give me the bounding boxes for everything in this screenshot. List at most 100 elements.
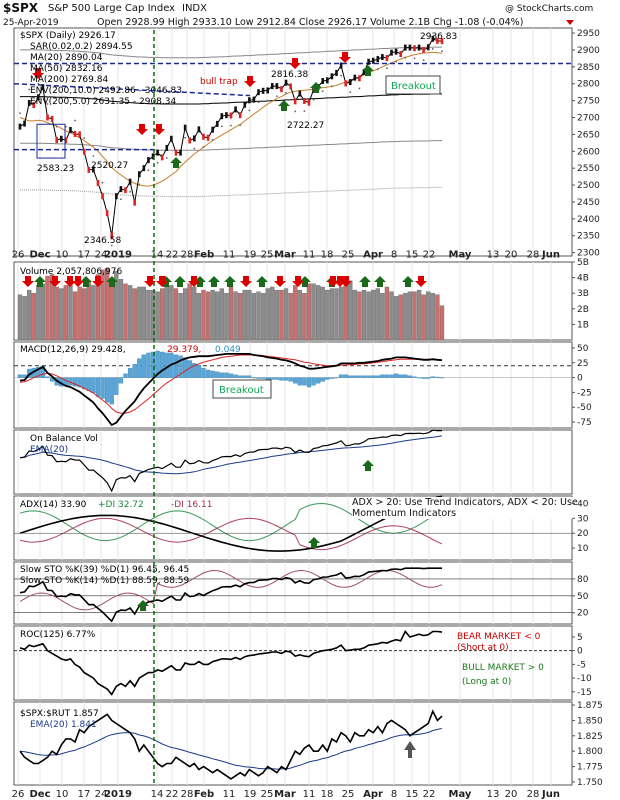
macd-histogram-bar	[36, 366, 41, 378]
spx-candle	[394, 48, 398, 55]
volume-bar	[439, 305, 445, 341]
low-2583-label: 2583.23	[37, 164, 74, 174]
breakout-callout	[385, 75, 441, 95]
roc-ytick-label: -15	[577, 688, 592, 698]
spx-candle	[248, 97, 251, 104]
volume-up-arrow	[256, 276, 268, 287]
sar-dot	[156, 161, 159, 164]
volume-bar	[407, 291, 413, 341]
chart-description: S&P 500 Large Cap Index	[48, 3, 175, 14]
sar-dot	[340, 74, 342, 77]
macd-histogram-bar	[279, 377, 284, 381]
ratio-marker-arrow	[404, 741, 416, 758]
legend-ma50: MA(50) 2832.16	[30, 64, 103, 74]
legend-ma20: MA(20) 2890.04	[30, 53, 103, 63]
volume-bar	[196, 293, 202, 341]
price-ytick-label: 2600	[577, 147, 600, 157]
spx-candle	[18, 123, 22, 130]
trendline	[13, 82, 251, 97]
macd-histogram-bar	[403, 374, 408, 378]
sto-ytick-label: 80	[577, 575, 589, 585]
volume-ytick-label: 1B	[577, 320, 589, 330]
bear-market-note: (Short at 0)	[457, 643, 509, 653]
spx-candle	[307, 99, 311, 106]
spx-candle	[55, 137, 58, 144]
pdi-legend: +DI 32.72	[98, 500, 144, 510]
sar-dot	[211, 138, 214, 141]
volume-down-arrow	[188, 276, 200, 287]
volume-bar	[426, 291, 431, 341]
sar-dot	[147, 169, 150, 172]
spx-candle	[321, 78, 325, 85]
macd-histogram-bar	[325, 377, 330, 380]
macd-histogram-bar	[205, 369, 211, 378]
macd-histogram-bar	[201, 367, 206, 378]
panel-frame-roc	[13, 625, 573, 701]
volume-down-arrow	[292, 276, 304, 287]
x-tick-label: 28	[181, 250, 194, 261]
x-tick-label: 26	[12, 789, 25, 800]
spx-candle	[174, 149, 178, 156]
spx-candle	[229, 112, 233, 119]
volume-bar	[123, 283, 128, 341]
ratio-ytick-label: 1.775	[577, 763, 603, 773]
sar-dot	[312, 98, 315, 101]
spx-candle	[284, 79, 288, 86]
vertical-gridlines	[17, 28, 552, 785]
macd-histogram-bar	[219, 372, 224, 378]
x-tick-label: 10	[56, 789, 69, 800]
spx-candle	[41, 84, 45, 91]
volume-bar	[384, 286, 390, 341]
macd-histogram-bar	[146, 352, 151, 378]
spx-candle	[408, 44, 412, 51]
macd-histogram-bar	[72, 377, 78, 387]
mdi-legend: -DI 16.11	[171, 500, 212, 510]
ratio-line	[19, 709, 443, 780]
volume-bar	[334, 288, 339, 341]
price-ytick-label: 2650	[577, 130, 600, 140]
sar-dot	[37, 82, 40, 85]
sar-dot	[321, 90, 324, 93]
x-tick-label: 28	[527, 250, 540, 261]
volume-ytick-label: 5B	[577, 258, 589, 268]
macd-histogram-bar	[178, 355, 183, 378]
spx-candle	[105, 210, 109, 217]
volume-bar	[435, 294, 440, 341]
volume-bar	[192, 286, 197, 341]
macd-histogram-bar	[357, 375, 362, 378]
obv-buy-arrow	[362, 460, 374, 471]
macd-histogram-bar	[127, 367, 133, 378]
macd-breakout-callout	[212, 379, 272, 399]
spx-candle	[137, 171, 141, 178]
macd-ytick-label: -75	[577, 418, 592, 428]
ratio-ytick-label: 1.825	[577, 732, 603, 742]
volume-up-arrow	[174, 276, 186, 287]
price-ytick-label: 2500	[577, 181, 600, 191]
volume-down-arrow	[415, 276, 427, 287]
macd-histogram-bar	[316, 377, 321, 384]
sar-dot	[349, 91, 352, 94]
adx-note: ADX > 20: Use Trend Indicators, ADX < 20…	[352, 497, 582, 519]
legend-ma200: MA(200) 2769.84	[30, 75, 108, 85]
macd-histogram-bar	[361, 375, 367, 378]
env10-lower-line	[20, 186, 442, 198]
macd-histogram-bar	[274, 377, 280, 380]
env5-upper-line	[20, 46, 442, 59]
spx-candle	[69, 127, 72, 134]
volume-bar	[182, 288, 188, 341]
x-tick-label: 20	[505, 789, 518, 800]
spx-candle	[206, 134, 210, 141]
spx-candle	[37, 94, 40, 101]
spx-candle	[362, 68, 366, 75]
bull-market-label: BULL MARKET > 0	[462, 663, 544, 673]
sar-dot	[294, 110, 297, 113]
volume-bar	[279, 289, 284, 341]
sar-dot	[120, 198, 122, 201]
macd-histogram-bar	[288, 377, 293, 382]
spx-candle	[399, 51, 403, 58]
macd-histogram-bar	[100, 377, 105, 399]
spx-candle	[73, 131, 77, 138]
macd-histogram-bar	[393, 373, 399, 378]
legend-sar: SAR(0.02,0.2) 2894.55	[30, 42, 133, 52]
ratio-legend: $SPX:$RUT 1.857	[20, 709, 99, 719]
